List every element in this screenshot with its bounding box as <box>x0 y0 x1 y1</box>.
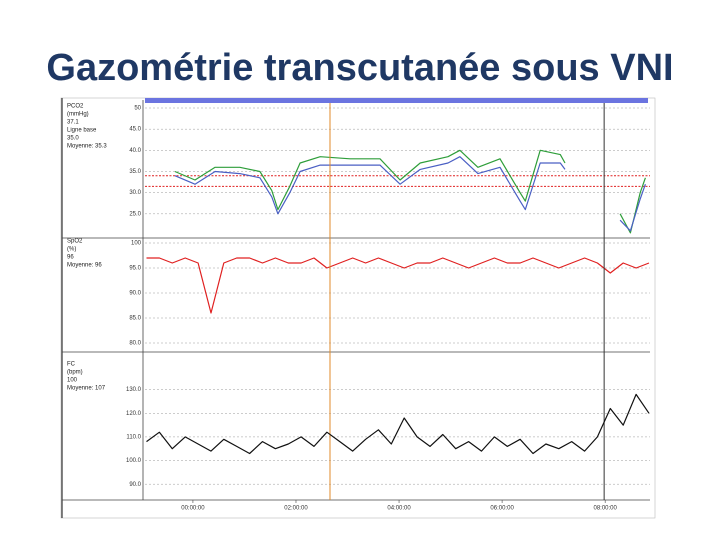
y-tick-label: 90.0 <box>129 291 141 297</box>
x-tick-label: 06:00:00 <box>490 506 514 512</box>
y-tick-label: 25.0 <box>129 211 141 217</box>
series-line <box>174 149 646 234</box>
y-tick-label: 30.0 <box>129 190 141 196</box>
x-tick-label: 08:00:00 <box>593 506 617 512</box>
y-tick-label: 130.0 <box>126 387 142 393</box>
panel-label: Moyenne: 107 <box>67 386 106 392</box>
screenshot-frame <box>60 97 656 519</box>
panel-label: 96 <box>67 255 74 261</box>
panel-label: SpO2 <box>67 239 83 245</box>
y-tick-label: 110.0 <box>126 434 141 440</box>
panel-label: 35.0 <box>67 136 79 142</box>
y-tick-label: 50 <box>134 106 141 112</box>
panel-label: 37.1 <box>67 120 79 126</box>
y-tick-label: 100.0 <box>126 458 142 464</box>
panel-label: (mmHg) <box>67 112 89 118</box>
panel-label: Ligne base <box>67 128 97 134</box>
x-tick-label: 02:00:00 <box>284 506 308 512</box>
panel-label: Moyenne: 96 <box>67 263 102 269</box>
y-tick-label: 100 <box>131 241 142 247</box>
panel-label: (%) <box>67 247 76 253</box>
y-tick-label: 90.0 <box>129 482 141 488</box>
series-line <box>174 156 646 232</box>
y-tick-label: 120.0 <box>126 411 142 417</box>
panel-label: PCO2 <box>67 104 84 110</box>
x-tick-label: 00:00:00 <box>181 506 205 512</box>
slide-title: Gazométrie transcutanée sous VNI <box>46 47 673 89</box>
series-line <box>146 257 650 314</box>
header-bar <box>145 98 648 103</box>
panel-label: Moyenne: 35.3 <box>67 144 107 150</box>
panel-label: (bpm) <box>67 370 83 376</box>
panel-label: FC <box>67 362 76 368</box>
y-tick-label: 95.0 <box>129 266 141 272</box>
x-tick-label: 04:00:00 <box>387 506 411 512</box>
series-line <box>146 393 650 455</box>
y-tick-label: 40.0 <box>129 148 141 154</box>
y-tick-label: 35.0 <box>129 169 141 175</box>
panel-label: 100 <box>67 378 78 384</box>
y-tick-label: 80.0 <box>129 341 141 347</box>
y-tick-label: 85.0 <box>129 316 141 322</box>
y-tick-label: 45.0 <box>129 127 141 133</box>
